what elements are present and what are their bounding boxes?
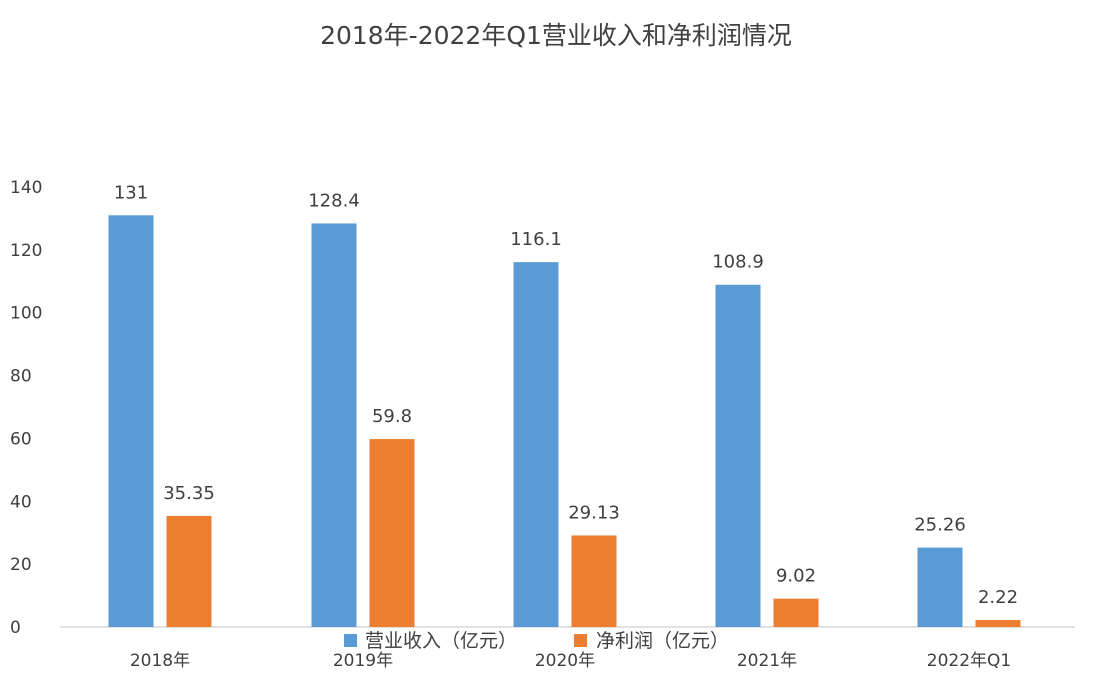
profit-bar	[975, 620, 1021, 627]
revenue-data-label: 108.9	[712, 252, 764, 273]
revenue-data-label: 25.26	[914, 515, 966, 536]
legend-label: 营业收入（亿元）	[365, 630, 517, 652]
bars-group	[108, 215, 1021, 628]
profit-data-label: 59.8	[372, 406, 412, 427]
x-category-label: 2018年	[130, 651, 190, 671]
y-tick-label: 100	[10, 304, 42, 324]
revenue-bar	[513, 262, 559, 627]
profit-data-label: 29.13	[568, 502, 620, 523]
revenue-data-label: 128.4	[308, 190, 360, 211]
y-tick-label: 80	[10, 367, 32, 387]
legend-swatch	[344, 634, 357, 647]
y-tick-label: 40	[10, 492, 32, 512]
y-tick-label: 20	[10, 555, 32, 575]
profit-bar	[773, 598, 819, 627]
y-axis-ticks: 0 20 40 60 80 100 120 140	[10, 178, 42, 638]
revenue-bar	[108, 215, 154, 628]
y-tick-label: 120	[10, 241, 42, 261]
x-category-label: 2022年Q1	[927, 651, 1011, 671]
legend-swatch	[574, 634, 587, 647]
revenue-bar	[917, 547, 963, 627]
x-category-label: 2020年	[535, 651, 595, 671]
revenue-bar	[311, 223, 357, 627]
x-axis-categories: 2018年 2019年 2020年 2021年 2022年Q1	[130, 651, 1011, 671]
y-tick-label: 0	[10, 618, 21, 638]
revenue-data-label: 116.1	[510, 229, 562, 250]
profit-bar	[369, 439, 415, 627]
profit-data-label: 2.22	[978, 587, 1018, 608]
profit-data-label: 9.02	[776, 566, 816, 587]
y-tick-label: 60	[10, 429, 32, 449]
legend-label: 净利润（亿元）	[596, 630, 729, 652]
revenue-bar	[715, 284, 761, 627]
profit-bar	[166, 515, 212, 627]
legend: 营业收入（亿元） 净利润（亿元）	[344, 630, 729, 652]
profit-data-label: 35.35	[163, 483, 215, 504]
x-category-label: 2019年	[333, 651, 393, 671]
chart-title: 2018年-2022年Q1营业收入和净利润情况	[320, 21, 792, 50]
profit-bar	[571, 535, 617, 627]
x-category-label: 2021年	[737, 651, 797, 671]
revenue-data-label: 131	[114, 182, 148, 203]
data-labels-group: 131 35.35 128.4 59.8 116.1 29.13 108.9 9.02 25.2…	[114, 182, 1018, 608]
y-tick-label: 140	[10, 178, 42, 198]
